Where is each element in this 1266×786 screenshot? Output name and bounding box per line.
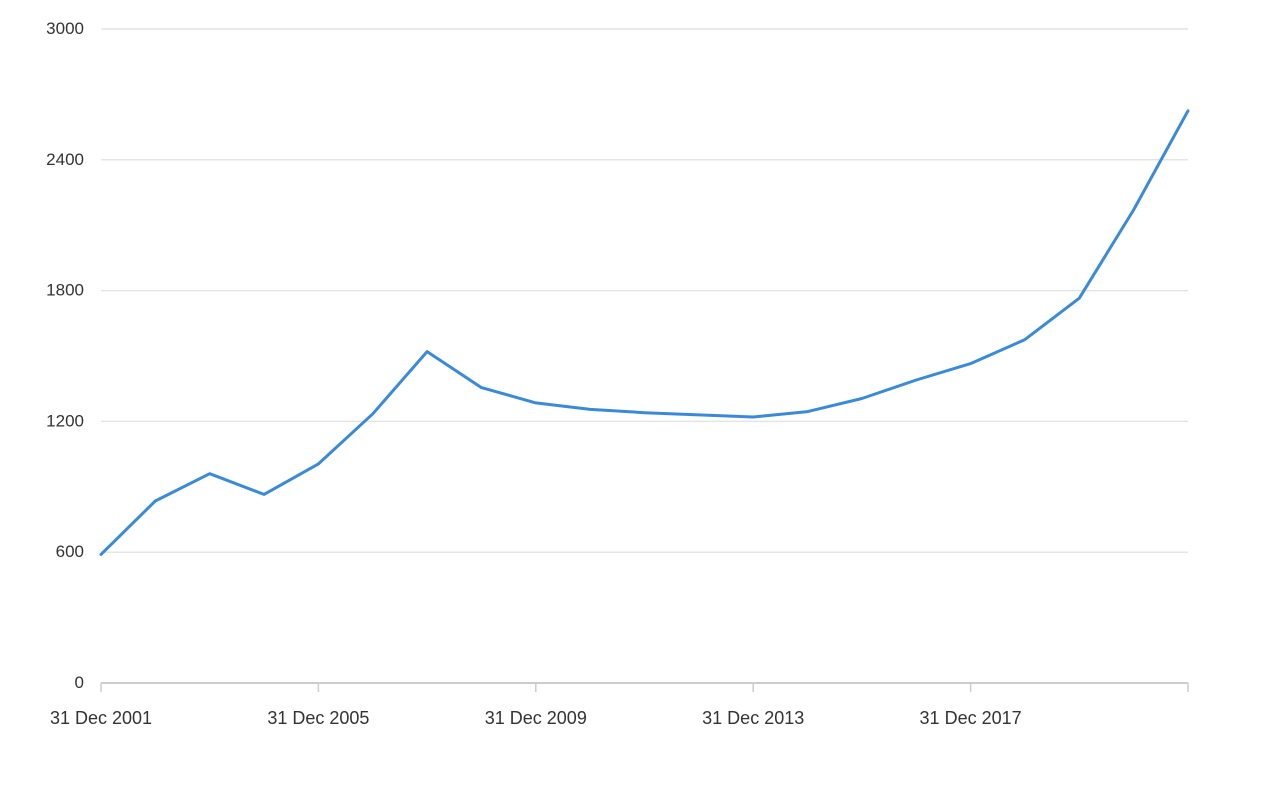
y-tick-label: 1200 — [46, 411, 84, 430]
data-point — [261, 491, 267, 497]
data-point — [587, 406, 593, 412]
data-point — [1185, 108, 1191, 114]
y-tick-label: 600 — [56, 542, 84, 561]
data-point — [98, 551, 104, 557]
data-point — [1022, 337, 1028, 343]
y-tick-label: 0 — [75, 673, 84, 692]
data-point — [859, 396, 865, 402]
data-point — [1131, 207, 1137, 213]
x-tick-label: 31 Dec 2009 — [485, 708, 587, 728]
y-tick-label: 3000 — [46, 19, 84, 38]
data-point — [913, 377, 919, 383]
y-tick-label: 2400 — [46, 150, 84, 169]
data-point — [207, 471, 213, 477]
data-point — [152, 498, 158, 504]
data-point — [424, 349, 430, 355]
data-point — [968, 361, 974, 367]
x-tick-label: 31 Dec 2013 — [702, 708, 804, 728]
data-point — [696, 412, 702, 418]
data-point — [478, 385, 484, 391]
x-tick-label: 31 Dec 2001 — [50, 708, 152, 728]
grid-lines — [101, 28, 1188, 553]
data-point — [370, 411, 376, 417]
data-point — [315, 461, 321, 467]
x-tick-label: 31 Dec 2005 — [267, 708, 369, 728]
series-layer — [98, 108, 1191, 557]
y-axis-tick-labels: 0 600 1200 1800 2400 3000 — [46, 19, 84, 692]
series-line-0 — [99, 109, 1190, 556]
y-tick-label: 1800 — [46, 281, 84, 300]
data-point — [805, 409, 811, 415]
x-axis — [100, 682, 1189, 692]
x-tick-label: 31 Dec 2017 — [920, 708, 1022, 728]
data-point — [533, 400, 539, 406]
data-point — [1076, 295, 1082, 301]
data-point — [750, 414, 756, 420]
x-axis-tick-labels: 31 Dec 2001 31 Dec 2005 31 Dec 2009 31 Dec … — [50, 708, 1022, 728]
data-point — [642, 410, 648, 416]
